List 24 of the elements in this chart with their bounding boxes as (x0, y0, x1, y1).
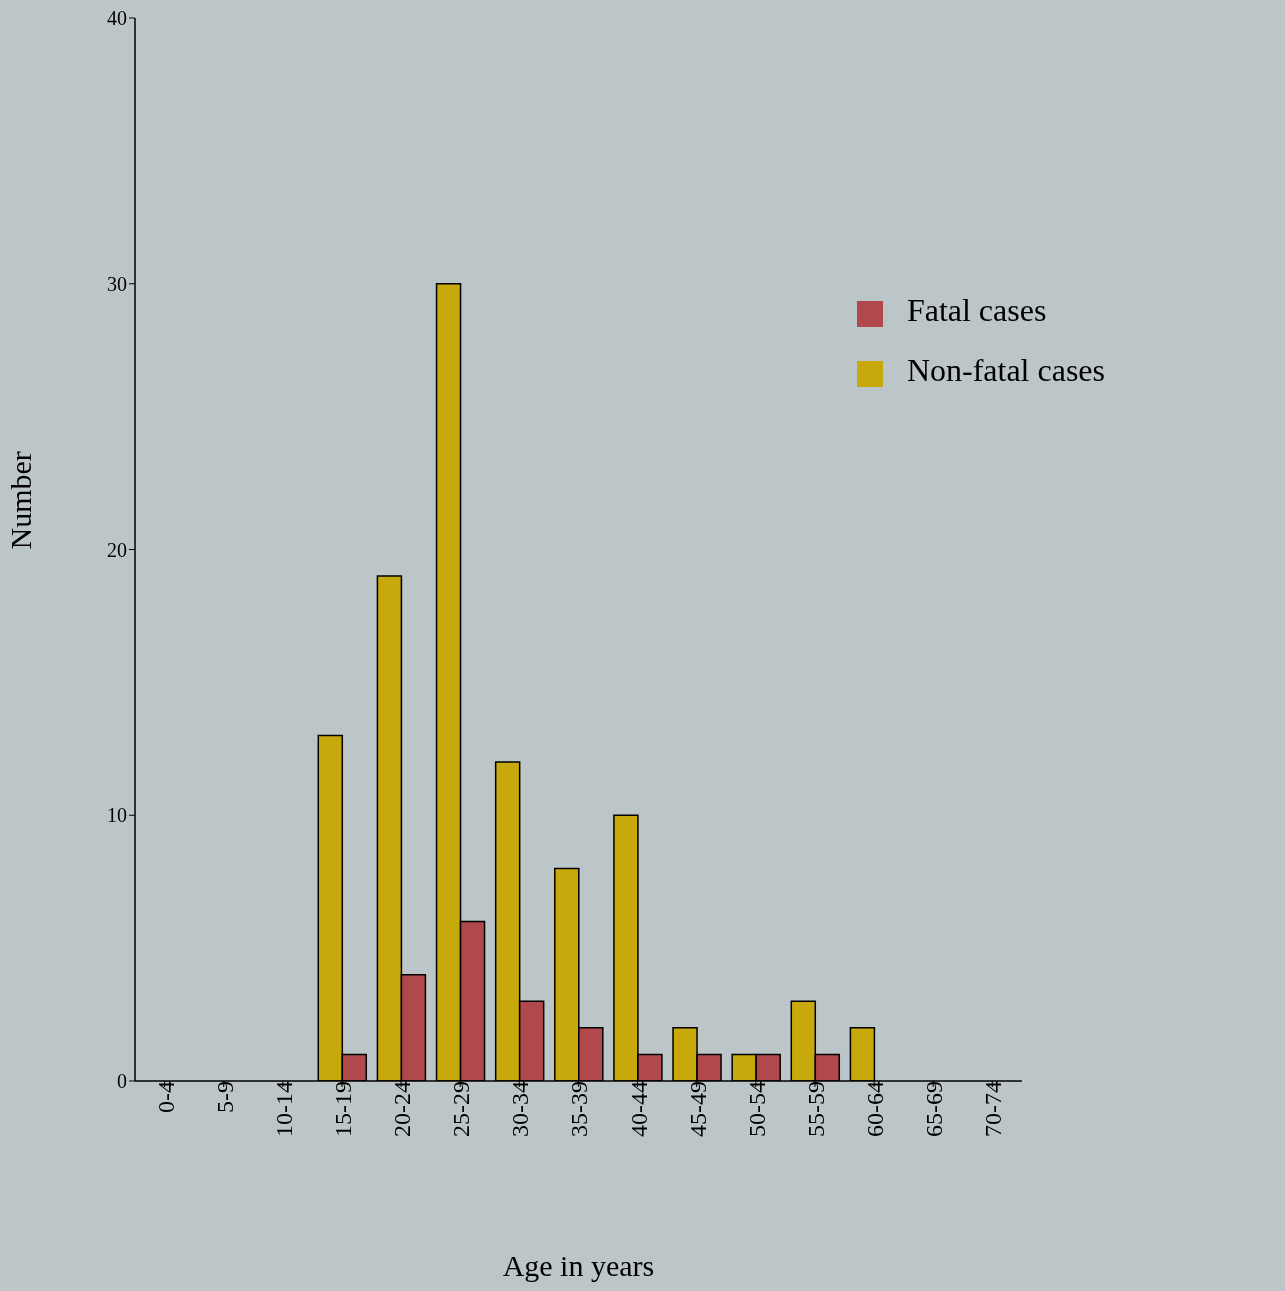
y-axis-title: Number (3, 451, 37, 550)
x-tick-label: 60-64 (862, 1081, 889, 1137)
x-tick-label: 40-44 (625, 1081, 652, 1137)
x-tick-label: 35-39 (566, 1081, 593, 1137)
x-tick-label: 15-19 (329, 1081, 356, 1137)
x-tick-label: 55-59 (802, 1081, 829, 1137)
x-tick-label: 25-29 (448, 1081, 475, 1137)
legend-label: Fatal cases (906, 292, 1047, 328)
x-tick-label: 45-49 (684, 1081, 711, 1137)
y-tick-label: 0 (117, 1070, 127, 1093)
x-tick-label: 70-74 (980, 1081, 1007, 1137)
x-axis-title: Age in years (502, 1249, 655, 1282)
y-tick-label: 30 (107, 272, 127, 295)
x-tick-label: 0-4 (152, 1081, 179, 1113)
x-tick-label: 30-34 (507, 1081, 534, 1137)
x-tick-label: 50-54 (743, 1081, 770, 1137)
y-tick-label: 20 (107, 538, 127, 561)
x-tick-label: 65-69 (921, 1081, 948, 1137)
y-tick-label: 40 (107, 7, 127, 30)
x-tick-label: 5-9 (211, 1081, 238, 1113)
x-tick-label: 20-24 (389, 1081, 416, 1137)
y-tick-label: 10 (107, 804, 127, 827)
legend-label: Non-fatal cases (906, 352, 1105, 388)
x-tick-label: 10-14 (270, 1081, 297, 1137)
